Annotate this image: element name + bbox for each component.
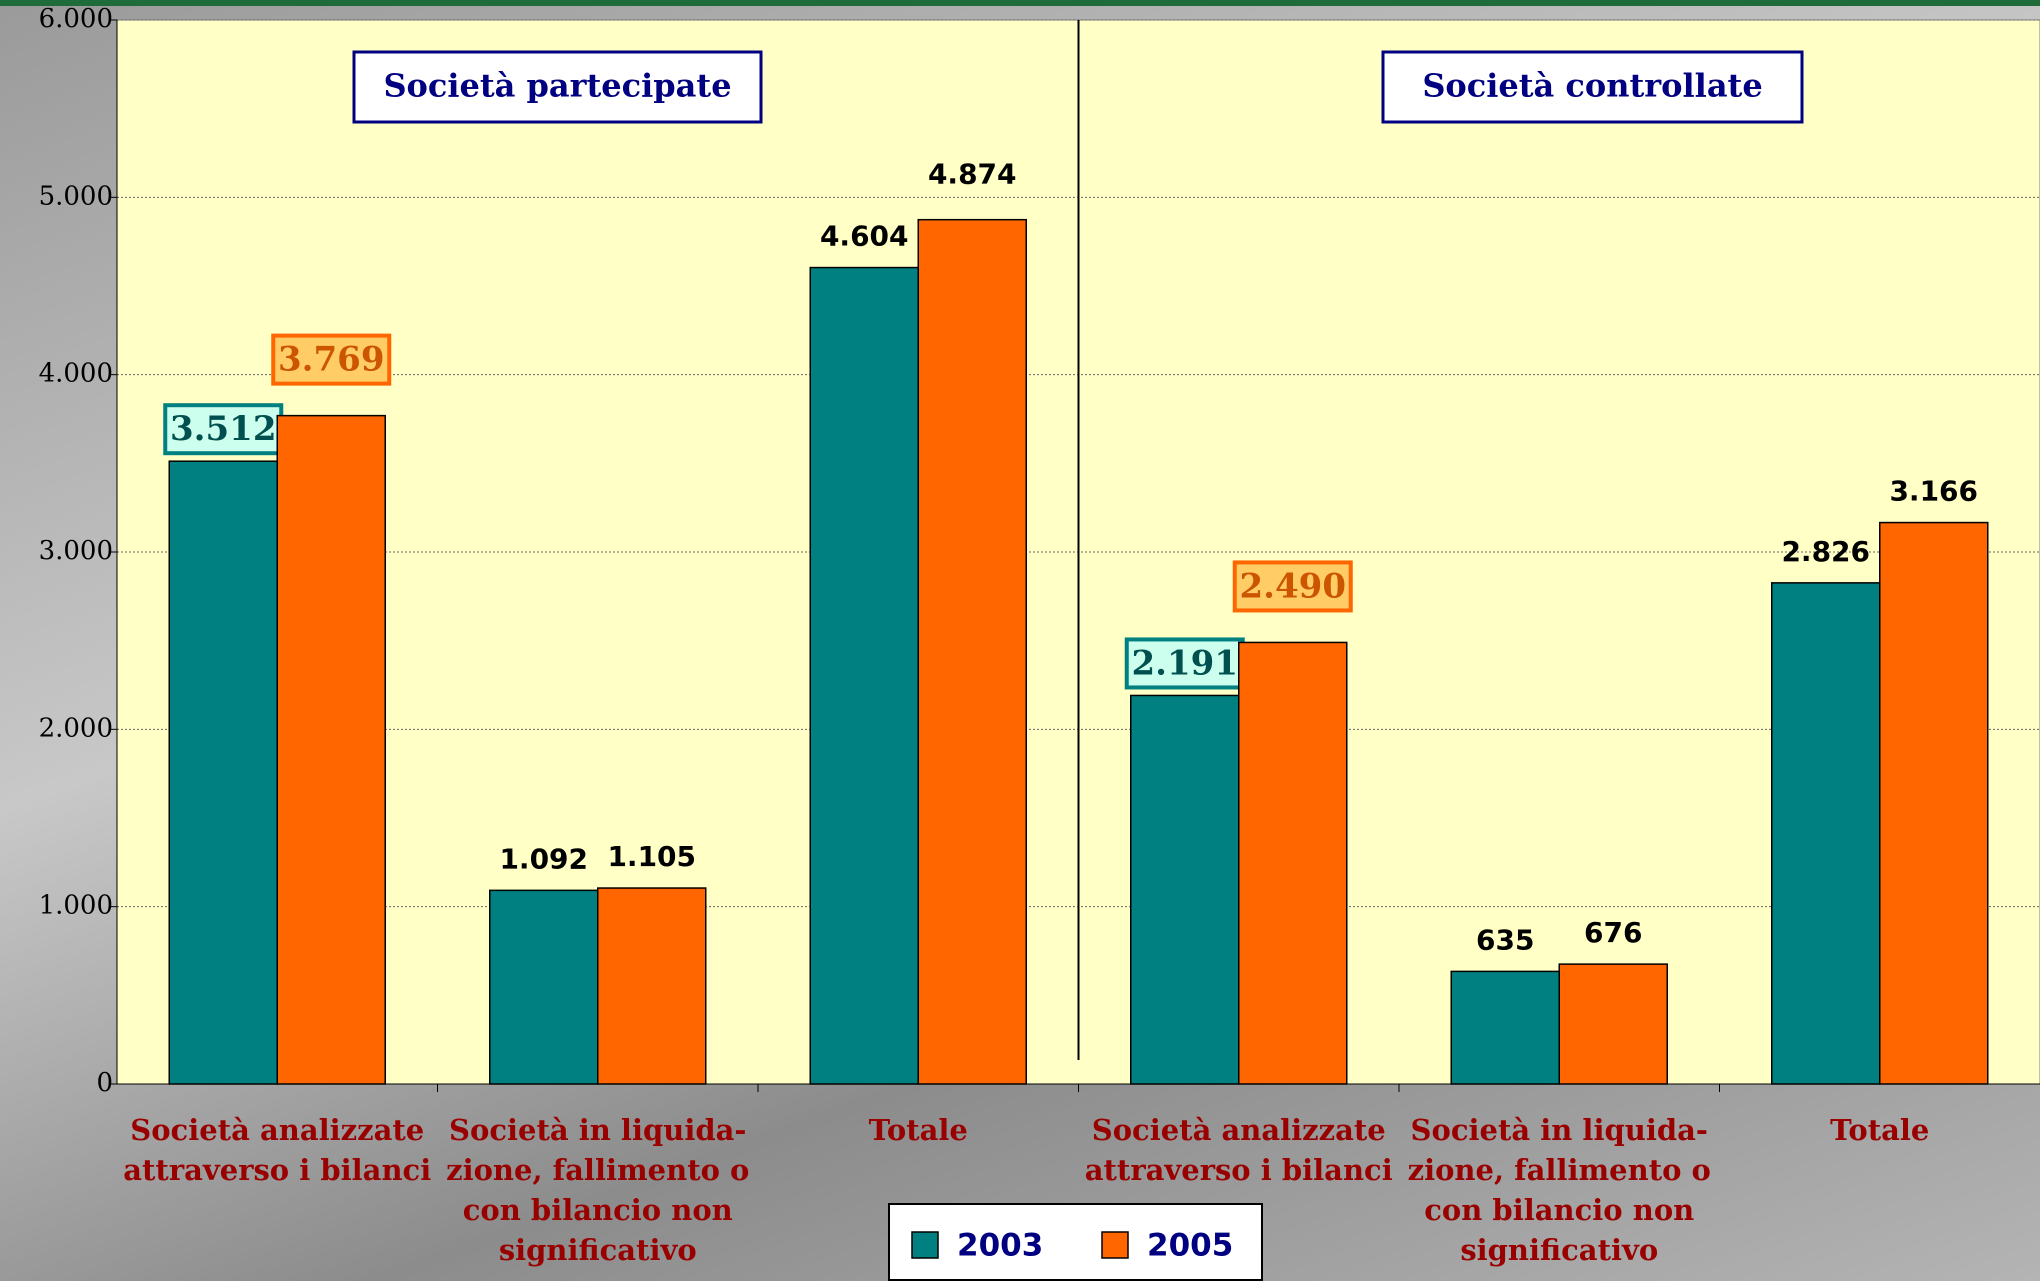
bar xyxy=(1558,963,1668,1085)
value-label: 3.769 xyxy=(278,340,384,380)
bar xyxy=(1450,970,1560,1085)
bar xyxy=(809,266,919,1085)
group-title: Società controllate xyxy=(1422,67,1762,105)
value-label: 676 xyxy=(1584,916,1642,949)
value-label: 3.166 xyxy=(1889,475,1978,508)
y-tick-label: 2.000 xyxy=(39,713,113,743)
bar xyxy=(1130,694,1240,1085)
bar xyxy=(1879,521,1989,1085)
x-tick-label: Società analizzate attraverso i bilanci xyxy=(1084,1113,1393,1187)
value-label-box xyxy=(271,333,392,386)
value-label-box xyxy=(1232,560,1353,613)
value-label: 1.092 xyxy=(499,842,588,875)
x-tick-label: Società analizzate attraverso i bilanci xyxy=(123,1113,432,1187)
legend-swatch xyxy=(1101,1231,1129,1259)
bar xyxy=(1771,582,1881,1085)
top-bar xyxy=(0,0,2040,6)
y-tick-label: 6.000 xyxy=(39,4,113,34)
legend-box xyxy=(888,1203,1263,1281)
value-label: 1.105 xyxy=(607,840,696,873)
x-tick-label: Totale xyxy=(1830,1113,1930,1147)
x-tick-label: Totale xyxy=(868,1113,968,1147)
legend-swatch xyxy=(911,1231,939,1259)
value-label: 4.874 xyxy=(928,158,1017,191)
bar xyxy=(597,887,707,1085)
bar xyxy=(1238,641,1348,1085)
value-label: 3.512 xyxy=(170,409,276,449)
value-label-box xyxy=(163,403,284,456)
x-tick-label: Società in liquida- zione, fallimento o … xyxy=(1407,1113,1711,1267)
y-tick-label: 5.000 xyxy=(39,181,113,211)
x-tick-label: Società in liquida- zione, fallimento o … xyxy=(446,1113,750,1267)
value-label: 2.490 xyxy=(1240,566,1346,606)
group-title-box xyxy=(352,50,763,124)
legend-label: 2005 xyxy=(1147,1228,1233,1264)
group-title-box xyxy=(1381,50,1804,124)
y-tick-label: 3.000 xyxy=(39,536,113,566)
bar xyxy=(489,889,599,1085)
value-label: 4.604 xyxy=(820,220,909,253)
group-title: Società partecipate xyxy=(383,67,731,105)
value-label: 635 xyxy=(1476,923,1534,956)
bar xyxy=(917,218,1027,1085)
value-label: 2.191 xyxy=(1132,643,1238,683)
y-tick-label: 0 xyxy=(96,1068,113,1098)
legend-label: 2003 xyxy=(957,1228,1043,1264)
bar xyxy=(276,414,386,1085)
value-label: 2.826 xyxy=(1781,535,1870,568)
y-tick-label: 4.000 xyxy=(39,359,113,389)
bar xyxy=(168,460,278,1085)
y-tick-label: 1.000 xyxy=(39,891,113,921)
